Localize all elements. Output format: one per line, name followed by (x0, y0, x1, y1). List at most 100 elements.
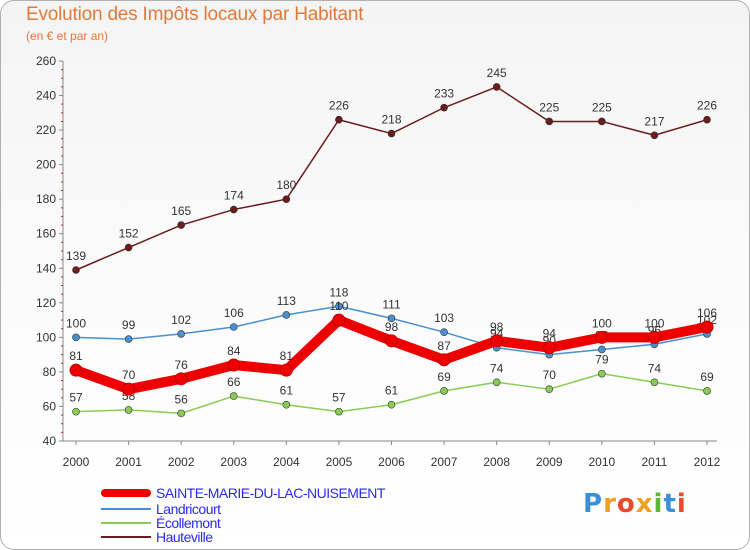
data-label: 180 (276, 178, 296, 192)
proxiti-logo: Proxiti (583, 489, 687, 519)
data-point (69, 363, 83, 377)
data-label: 217 (644, 114, 664, 128)
data-point (229, 392, 238, 400)
data-point (124, 406, 133, 414)
logo-letter: t (663, 489, 677, 519)
x-tick-label: 2012 (694, 455, 721, 469)
logo-letter: r (603, 489, 617, 519)
data-point (282, 311, 291, 319)
data-label: 98 (385, 320, 399, 334)
data-label: 165 (171, 204, 191, 218)
x-tick-label: 2000 (63, 455, 90, 469)
x-tick-label: 2007 (431, 455, 458, 469)
legend-label: Hauteville (156, 529, 213, 545)
data-label: 226 (697, 99, 717, 113)
data-label: 79 (595, 353, 609, 367)
data-label: 74 (648, 361, 662, 375)
data-label: 76 (174, 358, 188, 372)
legend-swatch (101, 536, 151, 538)
data-label: 110 (329, 299, 348, 313)
legend-swatch (101, 489, 151, 497)
y-tick-label: 260 (36, 54, 56, 68)
x-tick-label: 2009 (536, 455, 563, 469)
x-tick-label: 2006 (378, 455, 405, 469)
data-point (647, 330, 661, 344)
data-point (440, 328, 448, 336)
data-point (703, 387, 711, 395)
data-point (490, 334, 504, 348)
data-label: 61 (280, 384, 294, 398)
data-point (545, 117, 554, 126)
data-point (72, 266, 80, 274)
data-point (545, 385, 554, 393)
data-point (700, 320, 714, 334)
data-label: 70 (543, 368, 557, 382)
data-label: 174 (224, 189, 244, 203)
data-label: 103 (434, 311, 454, 325)
data-point (124, 335, 133, 343)
y-tick-label: 140 (36, 261, 56, 275)
data-point (650, 131, 659, 140)
data-label: 81 (69, 349, 83, 363)
data-point (492, 378, 501, 387)
data-label: 118 (329, 285, 348, 299)
data-label: 69 (700, 370, 714, 384)
y-tick-label: 60 (43, 399, 57, 413)
logo-letter: o (616, 489, 636, 519)
data-point (437, 353, 451, 367)
data-label: 100 (592, 316, 612, 330)
data-point (282, 400, 291, 409)
data-label: 113 (277, 294, 296, 308)
data-point (492, 83, 501, 91)
logo-letter: i (653, 489, 664, 519)
data-label: 218 (381, 113, 401, 127)
data-point (177, 221, 185, 229)
data-point (703, 115, 711, 124)
y-tick-label: 40 (43, 434, 57, 448)
data-point (335, 115, 343, 124)
legend-swatch (101, 522, 151, 524)
data-point (598, 345, 606, 354)
data-label: 100 (66, 316, 86, 330)
data-label: 106 (224, 306, 244, 320)
logo-letter: i (676, 489, 687, 519)
data-point (650, 378, 659, 387)
data-point (387, 129, 396, 138)
data-label: 61 (385, 384, 399, 398)
y-tick-label: 120 (36, 296, 56, 310)
data-label: 81 (280, 349, 294, 363)
x-tick-label: 2002 (168, 455, 195, 469)
data-label: 225 (592, 100, 612, 114)
y-tick-label: 220 (36, 123, 56, 137)
data-label: 226 (329, 99, 349, 113)
data-point (440, 387, 448, 395)
x-tick-label: 2010 (588, 455, 615, 469)
data-point (385, 334, 398, 348)
data-label: 84 (227, 344, 241, 358)
data-point (177, 409, 185, 418)
data-label: 106 (697, 306, 717, 320)
data-label: 111 (382, 297, 401, 311)
x-tick-label: 2004 (273, 455, 300, 469)
data-point (72, 407, 80, 416)
data-point (174, 372, 188, 386)
x-tick-label: 2008 (483, 455, 510, 469)
logo-letter: x (635, 489, 654, 519)
data-label: 225 (539, 100, 559, 114)
legend-label: SAINTE-MARIE-DU-LAC-NUISEMENT (156, 485, 385, 501)
data-label: 66 (227, 375, 241, 389)
y-tick-label: 100 (36, 330, 56, 344)
data-label: 57 (332, 391, 346, 405)
data-point (335, 407, 343, 416)
legend-swatch (101, 508, 151, 510)
x-tick-label: 2005 (326, 455, 353, 469)
y-tick-label: 160 (36, 227, 56, 241)
data-label: 74 (490, 361, 504, 375)
data-point (542, 341, 556, 355)
data-point (595, 330, 609, 344)
data-point (282, 195, 291, 203)
data-point (177, 330, 185, 338)
data-label: 98 (490, 320, 504, 334)
data-point (387, 314, 396, 323)
x-tick-label: 2003 (220, 455, 247, 469)
